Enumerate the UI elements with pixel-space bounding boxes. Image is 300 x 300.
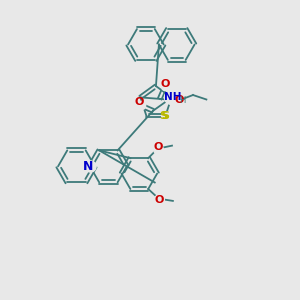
Text: N: N bbox=[83, 160, 94, 173]
Text: S: S bbox=[162, 111, 170, 121]
Text: O: O bbox=[160, 79, 170, 89]
Text: O: O bbox=[153, 142, 163, 152]
Text: O: O bbox=[154, 195, 164, 205]
Text: O: O bbox=[134, 98, 144, 107]
Text: NH: NH bbox=[164, 92, 182, 102]
Text: O: O bbox=[174, 95, 183, 105]
Text: H: H bbox=[179, 97, 186, 106]
Text: S: S bbox=[159, 111, 167, 121]
